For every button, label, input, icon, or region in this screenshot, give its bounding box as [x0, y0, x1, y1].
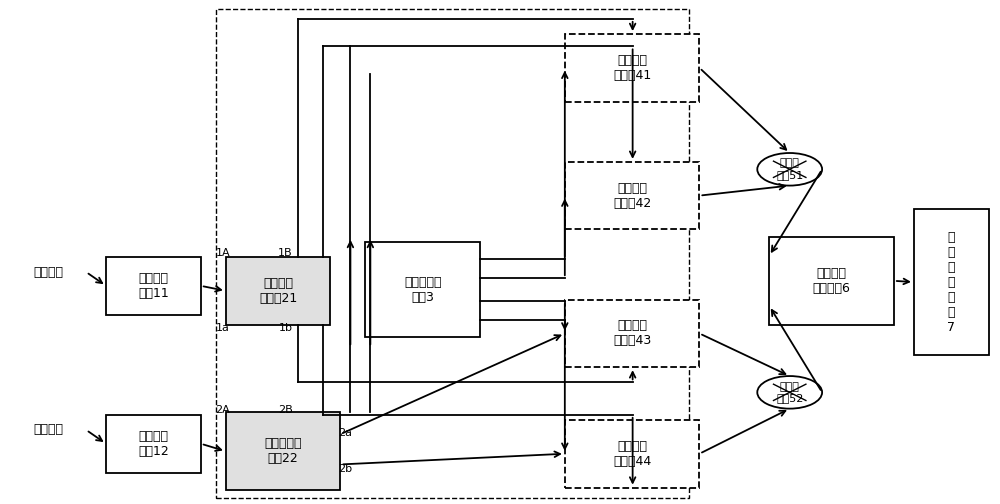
Text: 2a: 2a: [338, 428, 352, 438]
Text: 1A: 1A: [215, 248, 230, 258]
Text: 第二减
法器52: 第二减 法器52: [776, 382, 803, 403]
Text: 1a: 1a: [216, 323, 230, 333]
Text: 1b: 1b: [279, 323, 293, 333]
Bar: [565, 34, 699, 102]
Bar: [226, 412, 340, 490]
Circle shape: [757, 376, 822, 409]
Text: 第一相位
检测器41: 第一相位 检测器41: [613, 54, 651, 82]
Text: 第一减
法器51: 第一减 法器51: [776, 158, 803, 180]
Text: 第一正交
功分器21: 第一正交 功分器21: [259, 277, 297, 305]
Bar: [226, 257, 330, 325]
Text: 2b: 2b: [338, 464, 352, 474]
Circle shape: [757, 153, 822, 185]
Bar: [106, 415, 201, 473]
Text: 互功率谱
计算模块6: 互功率谱 计算模块6: [813, 267, 851, 295]
Text: 第一预处
理器11: 第一预处 理器11: [138, 272, 169, 300]
Text: 第二预处
理器12: 第二预处 理器12: [138, 430, 169, 458]
Text: 参考信号: 参考信号: [34, 423, 64, 436]
Bar: [565, 420, 699, 487]
Bar: [365, 242, 480, 337]
Text: 第二相位
检测器42: 第二相位 检测器42: [613, 181, 651, 210]
Text: 2A: 2A: [215, 405, 230, 415]
Bar: [565, 162, 699, 229]
Text: 第二正交功
分器22: 第二正交功 分器22: [264, 437, 302, 465]
Text: 数字频率合
成器3: 数字频率合 成器3: [404, 276, 441, 303]
Text: 2B: 2B: [278, 405, 293, 415]
Text: 第四相位
检测器44: 第四相位 检测器44: [613, 440, 651, 468]
Bar: [914, 209, 989, 355]
Text: 结
果
输
出
单
元
7: 结 果 输 出 单 元 7: [947, 230, 955, 334]
Text: 待测信号: 待测信号: [34, 266, 64, 279]
Bar: [565, 299, 699, 367]
Bar: [769, 237, 894, 325]
Bar: [216, 9, 689, 497]
Bar: [106, 257, 201, 314]
Text: 第三相位
检测器43: 第三相位 检测器43: [613, 320, 651, 347]
Text: 1B: 1B: [278, 248, 293, 258]
